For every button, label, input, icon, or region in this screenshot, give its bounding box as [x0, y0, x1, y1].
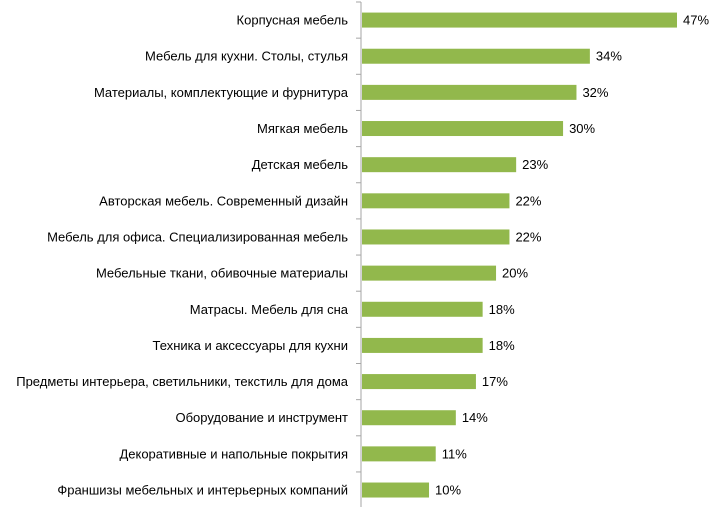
bar-11	[362, 374, 476, 390]
value-label: 22%	[515, 193, 541, 208]
bar-6	[362, 193, 510, 209]
axis-layer	[356, 1, 362, 507]
value-label: 18%	[489, 338, 515, 353]
category-label: Мебель для офиса. Специализированная меб…	[47, 229, 348, 244]
value-label: 20%	[502, 266, 528, 281]
bar-9	[362, 301, 483, 317]
bar-4	[362, 121, 564, 137]
bar-7	[362, 229, 510, 245]
value-label: 32%	[582, 85, 608, 100]
bar-8	[362, 265, 497, 281]
category-label: Техника и аксессуары для кухни	[153, 338, 348, 353]
category-label: Оборудование и инструмент	[175, 410, 348, 425]
bar-1	[362, 12, 677, 28]
bar-3	[362, 84, 577, 100]
category-label: Детская мебель	[252, 157, 348, 172]
value-label: 14%	[462, 410, 488, 425]
value-label: 17%	[482, 374, 508, 389]
category-label: Корпусная мебель	[237, 13, 349, 28]
category-label: Мебель для кухни. Столы, стулья	[145, 49, 348, 64]
value-label: 18%	[489, 302, 515, 317]
category-label: Франшизы мебельных и интерьерных компани…	[57, 483, 348, 498]
bar-14	[362, 482, 430, 498]
value-label: 47%	[683, 13, 709, 28]
category-label: Авторская мебель. Современный дизайн	[99, 193, 348, 208]
value-label: 34%	[596, 49, 622, 64]
category-label: Декоративные и напольные покрытия	[119, 446, 348, 461]
bar-12	[362, 410, 456, 426]
bar-13	[362, 446, 436, 462]
value-label: 11%	[442, 446, 467, 461]
category-label: Мебельные ткани, обивочные материалы	[96, 266, 348, 281]
category-label: Предметы интерьера, светильники, текстил…	[16, 374, 349, 389]
value-label: 30%	[569, 121, 595, 136]
bar-10	[362, 337, 483, 353]
bar-5	[362, 157, 517, 173]
category-label: Мягкая мебель	[257, 121, 348, 136]
labels-layer: Корпусная мебель 47% Мебель для кухни. Сто…	[16, 13, 709, 498]
bars-layer	[362, 12, 677, 498]
category-label: Матрасы. Мебель для сна	[190, 302, 349, 317]
value-label: 23%	[522, 157, 548, 172]
value-label: 10%	[435, 483, 461, 498]
value-label: 22%	[515, 229, 541, 244]
bar-2	[362, 48, 590, 64]
category-label: Материалы, комплектующие и фурнитура	[94, 85, 349, 100]
